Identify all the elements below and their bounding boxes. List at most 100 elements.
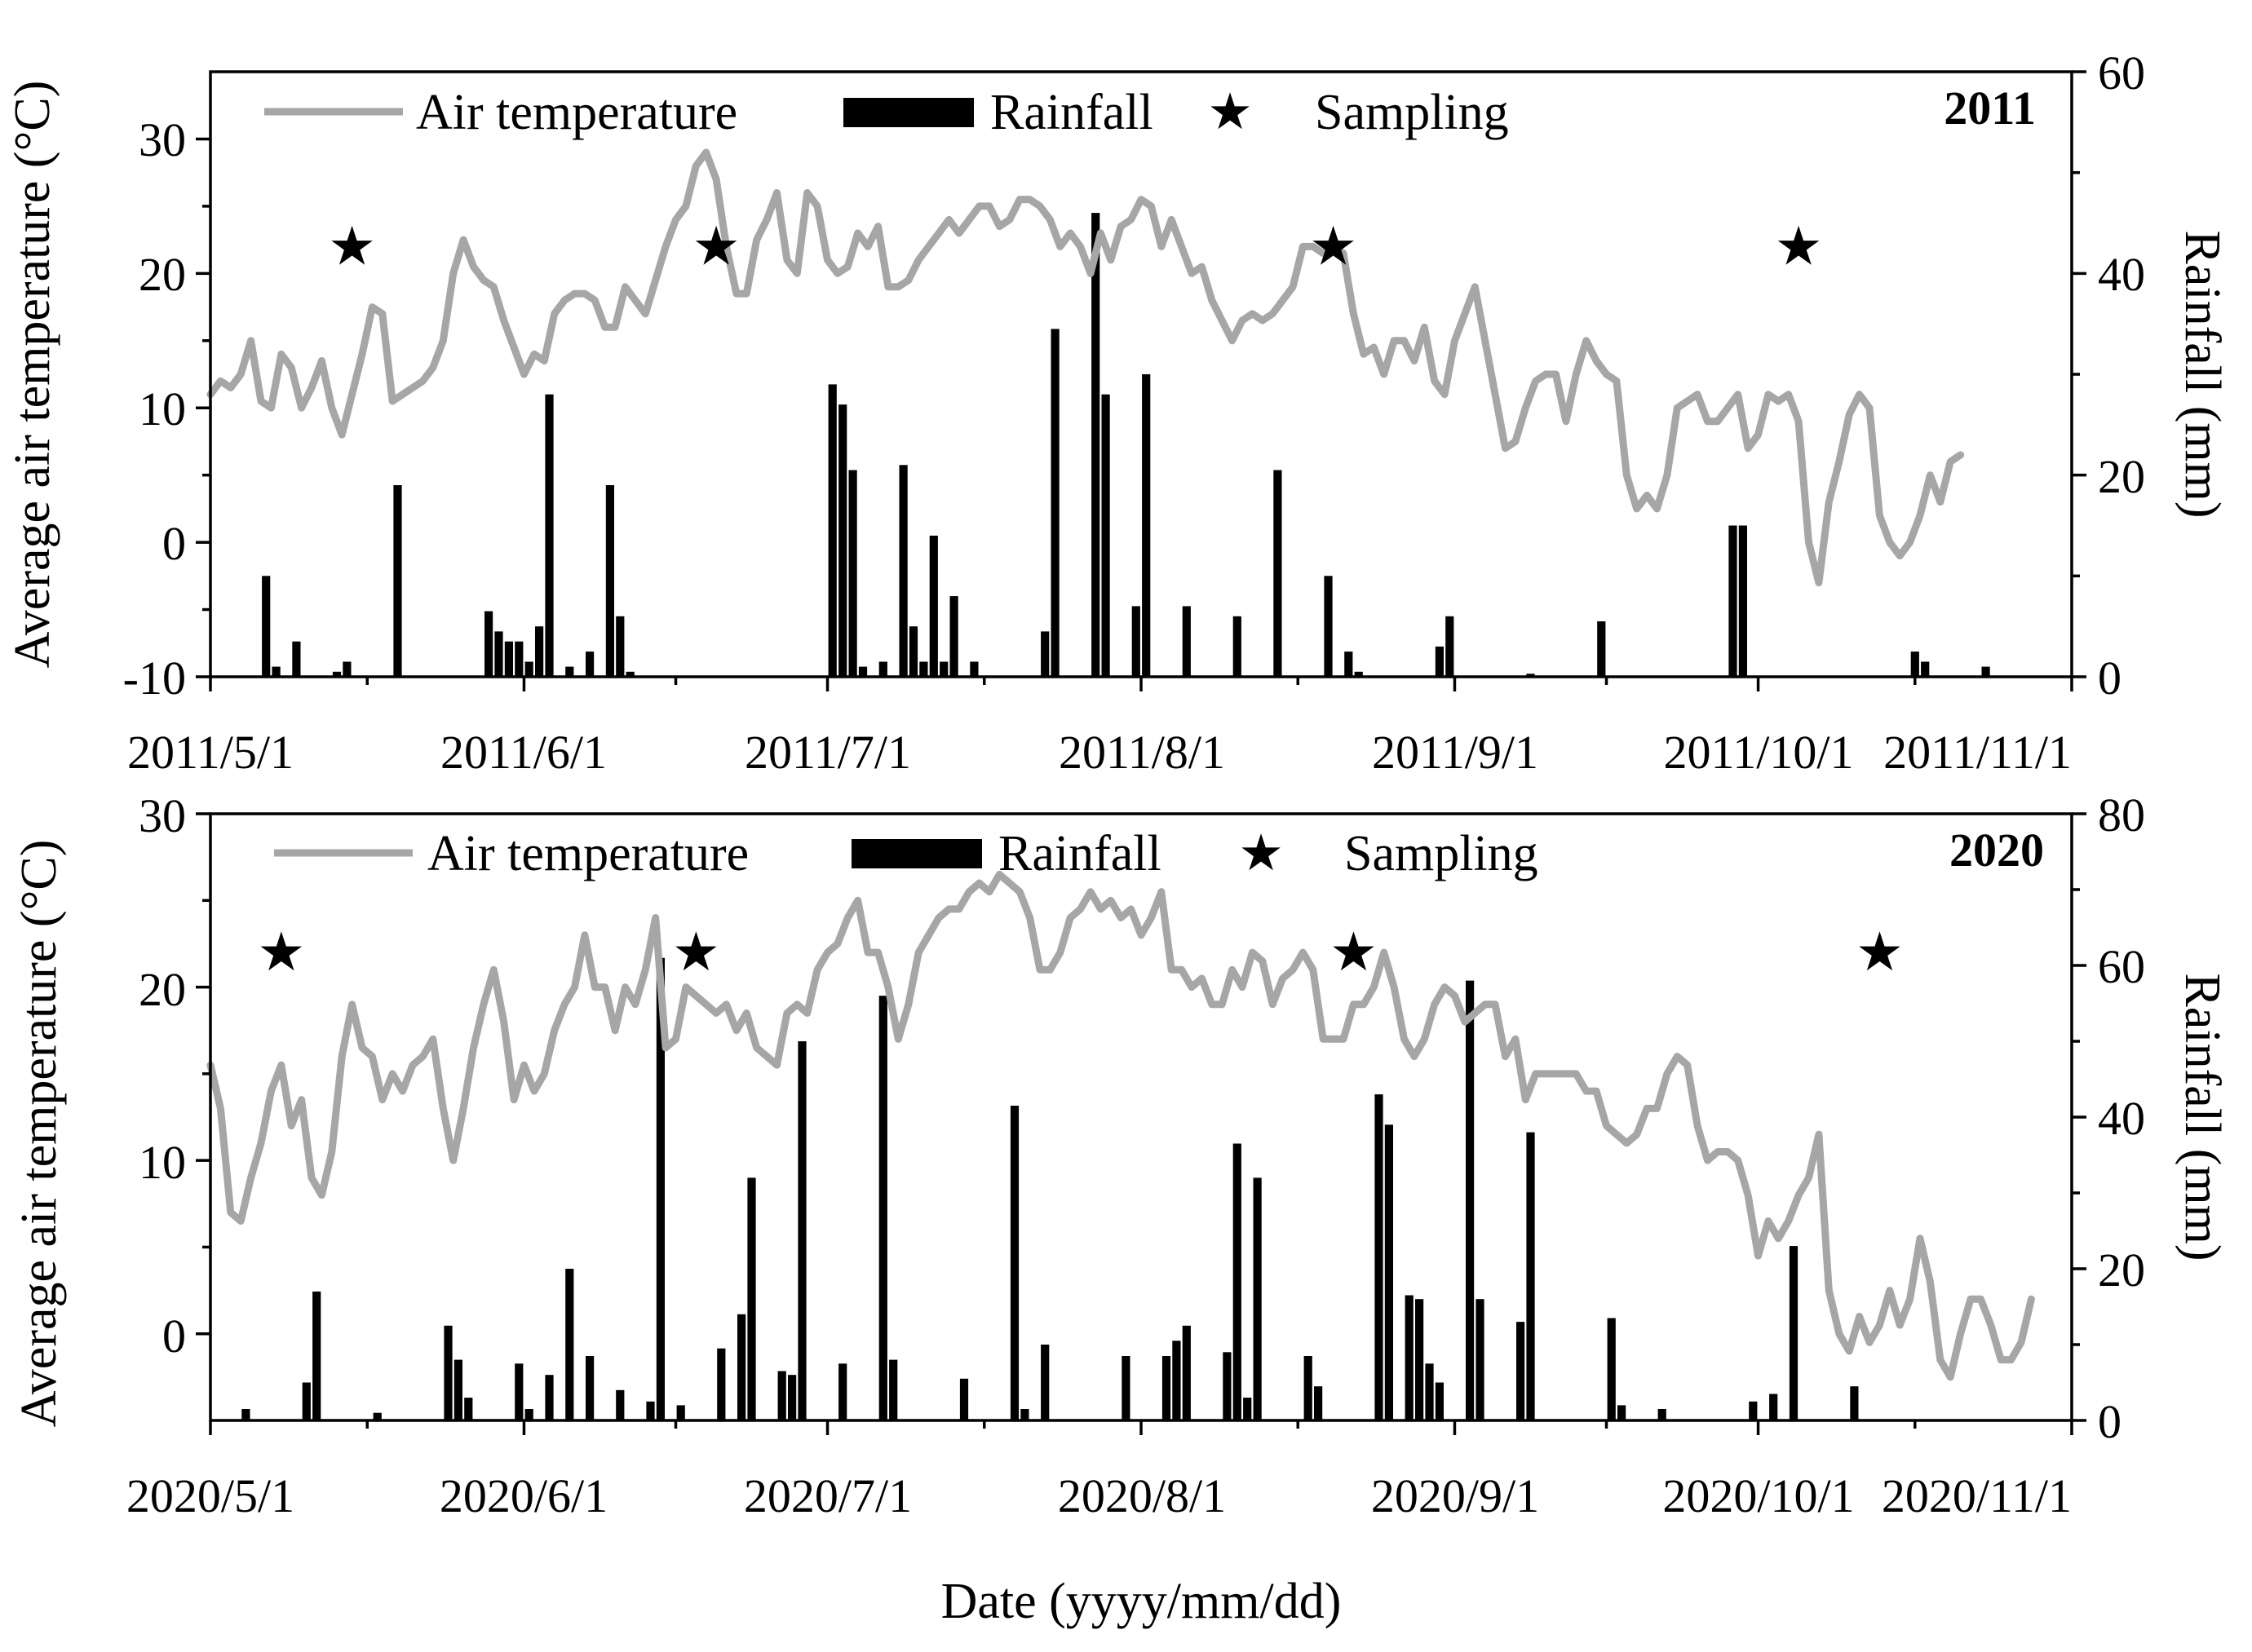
rainfall-bar	[959, 1378, 969, 1420]
legend-2011: Air temperature Rainfall ★ Sampling	[264, 85, 1509, 140]
rainfall-bar	[586, 652, 595, 677]
legend-sampling-label: Sampling	[1315, 85, 1509, 140]
rainfall-bar	[1314, 1386, 1323, 1420]
y2-tick-label: 20	[2098, 1243, 2145, 1296]
x-axis-label: Date (yyyy/mm/dd)	[941, 1574, 1342, 1629]
rainfall-bar	[262, 576, 271, 677]
rainfall-bar	[1445, 616, 1454, 677]
rainfall-bar	[878, 996, 887, 1420]
rainfall-bar	[1617, 1405, 1626, 1420]
rainfall-bar	[272, 666, 281, 677]
rainfall-bar	[1243, 1398, 1252, 1420]
rainfall-bar	[1101, 394, 1110, 677]
x-tick-label: 2020/6/1	[440, 1469, 608, 1522]
rainfall-bar	[484, 611, 493, 677]
rainfall-bar	[899, 465, 908, 677]
rainfall-bar	[1131, 606, 1140, 677]
legend-sampling-label: Sampling	[1344, 826, 1538, 881]
rainfall-bar	[302, 1382, 311, 1420]
rainfall-bar	[1253, 1177, 1262, 1420]
rainfall-bar	[1051, 329, 1060, 677]
rainfall-bar	[616, 1389, 625, 1420]
rainfall-bar	[878, 661, 887, 677]
y2-tick-label: 0	[2098, 1395, 2121, 1448]
panel-2020: ★ ★ ★ ★ 0 10 20 30 0 20 40 60 80 2020/5/1 2…	[11, 788, 2230, 1522]
y2-tick-label: 60	[2098, 940, 2145, 993]
legend-star-icon: ★	[1238, 826, 1284, 881]
rainfall-bar	[1232, 616, 1241, 677]
rainfall-bar	[1921, 661, 1930, 677]
rainfall-bar	[565, 1269, 574, 1420]
rainfall-bar	[343, 661, 352, 677]
bars-2011	[262, 213, 1990, 678]
rainfall-bar	[312, 1291, 321, 1420]
rainfall-bar	[1091, 213, 1100, 678]
rainfall-bar	[940, 661, 949, 677]
rainfall-bar	[616, 616, 625, 677]
rainfall-bar	[1526, 674, 1535, 677]
legend-rain-swatch	[843, 98, 974, 127]
rainfall-bar	[646, 1401, 655, 1421]
rainfall-bar	[798, 1041, 807, 1420]
rainfall-bar	[1172, 1341, 1181, 1420]
x-tick-label: 2011/7/1	[745, 726, 911, 779]
rainfall-bar	[535, 626, 544, 677]
rainfall-bar	[1405, 1295, 1414, 1420]
rainfall-bar	[515, 641, 524, 677]
rainfall-bar	[1728, 525, 1737, 677]
rainfall-bar	[1122, 1356, 1130, 1420]
rainfall-bar	[1161, 1356, 1171, 1420]
rainfall-bar	[1010, 1106, 1020, 1420]
rainfall-bar	[515, 1363, 524, 1421]
y-tick-label: 0	[162, 517, 186, 570]
rainfall-bar	[777, 1371, 786, 1420]
rainfall-bar	[524, 661, 533, 677]
legend-2020: Air temperature Rainfall ★ Sampling	[274, 826, 1538, 881]
rainfall-bar	[1435, 646, 1444, 677]
y2-tick-label: 60	[2098, 46, 2145, 99]
rainfall-bar	[828, 384, 837, 677]
panel-year-label: 2020	[1949, 824, 2044, 877]
y2-tick-label: 20	[2098, 450, 2145, 503]
rainfall-bar	[1041, 1345, 1050, 1420]
rainfall-bar	[1526, 1132, 1535, 1420]
y-tick-label: 30	[139, 789, 186, 842]
rainfall-bar	[1182, 606, 1191, 677]
rainfall-bar	[1020, 1409, 1029, 1420]
sampling-markers-2011: ★ ★ ★ ★	[328, 217, 1823, 276]
y2-tick-label: 80	[2098, 788, 2145, 841]
rainfall-bar	[1981, 666, 1990, 677]
rainfall-bar	[1182, 1325, 1191, 1421]
rainfall-bar	[1607, 1318, 1616, 1420]
rainfall-bar	[656, 957, 665, 1420]
rainfall-bar	[1041, 631, 1050, 677]
rainfall-bar	[717, 1348, 726, 1420]
y2-axis-label: Rainfall (mm)	[2175, 974, 2230, 1261]
bars-2020	[241, 957, 1859, 1421]
rainfall-bar	[1850, 1386, 1859, 1420]
x-tick-label: 2011/8/1	[1059, 726, 1225, 779]
rainfall-bar	[737, 1314, 746, 1420]
rainfall-bar	[1738, 525, 1747, 677]
x-tick-label: 2011/6/1	[440, 726, 607, 779]
rainfall-bar	[241, 1409, 250, 1420]
x-tick-label: 2020/7/1	[744, 1469, 912, 1522]
ticks-2020	[196, 812, 2086, 1435]
rainfall-bar	[676, 1405, 685, 1420]
rainfall-bar	[1344, 652, 1353, 677]
rainfall-bar	[1425, 1363, 1434, 1421]
sampling-star-icon: ★	[257, 923, 305, 983]
rainfall-bar	[1657, 1409, 1666, 1420]
x-tick-label: 2011/10/1	[1663, 726, 1853, 779]
rainfall-bar	[292, 641, 301, 677]
rainfall-bar	[1273, 470, 1282, 677]
rainfall-bar	[848, 470, 857, 677]
rainfall-bar	[909, 626, 918, 677]
y2-tick-label: 0	[2098, 652, 2121, 705]
sampling-star-icon: ★	[692, 217, 741, 276]
sampling-star-icon: ★	[328, 217, 376, 276]
y-tick-label: -10	[123, 652, 186, 705]
rainfall-bar	[494, 631, 503, 677]
legend-rain-label: Rainfall	[998, 826, 1161, 881]
